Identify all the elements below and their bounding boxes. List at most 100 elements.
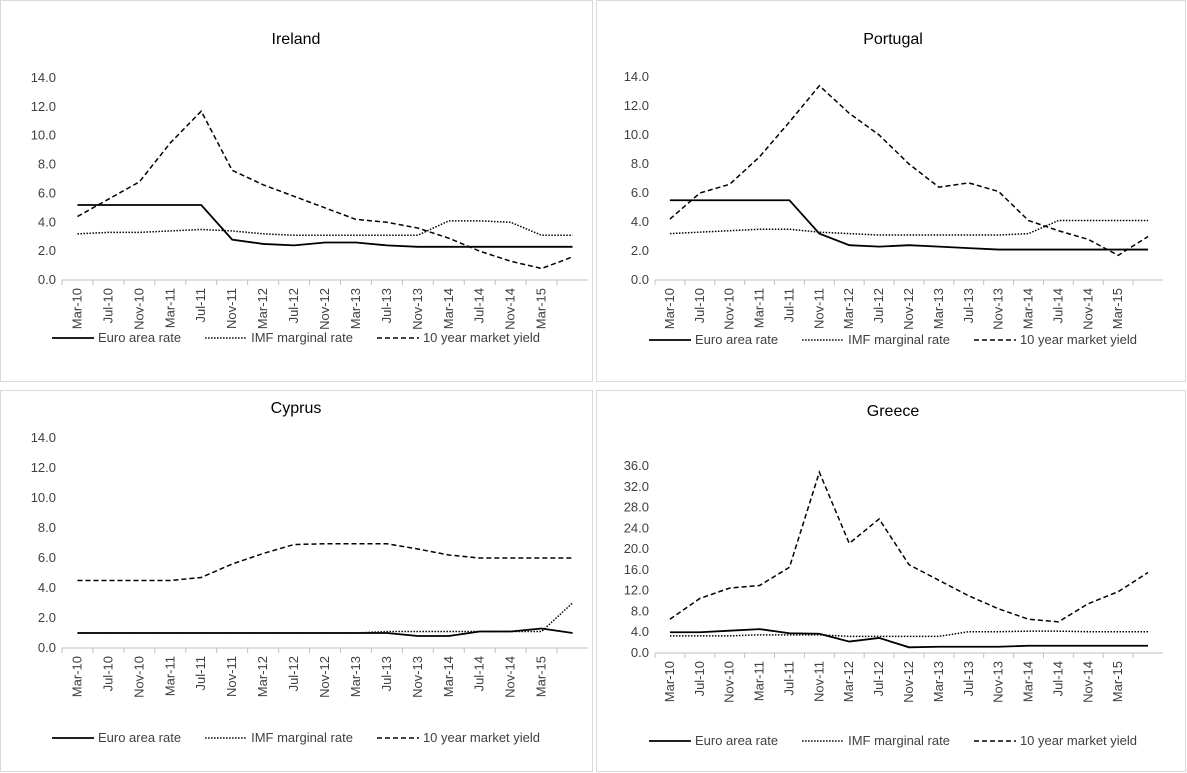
x-tick-label: Jul-11: [193, 656, 208, 690]
y-tick-label: 0.0: [38, 640, 56, 655]
y-tick-label: 2.0: [631, 243, 649, 258]
x-tick-label: Mar-12: [841, 288, 856, 329]
x-tick-label: Mar-15: [1110, 661, 1125, 702]
x-tick-label: Mar-14: [1021, 661, 1036, 702]
x-tick-label: Nov-12: [901, 661, 916, 703]
series-line: [669, 470, 1149, 623]
y-tick-label: 4.0: [38, 214, 56, 229]
y-tick-label: 4.0: [38, 580, 56, 595]
y-tick-label: 4.0: [631, 214, 649, 229]
x-tick-label: Nov-13: [991, 661, 1006, 703]
x-tick-label: Mar-13: [348, 288, 363, 329]
x-tick-label: Mar-11: [752, 661, 767, 701]
x-tick-label: Nov-11: [224, 288, 239, 329]
series-line: [669, 84, 1149, 257]
y-tick-label: 6.0: [38, 185, 56, 200]
y-tick-label: 8.0: [38, 520, 56, 535]
legend-label: Euro area rate: [695, 332, 778, 347]
x-tick-label: Nov-11: [811, 288, 826, 329]
y-tick-label: 6.0: [38, 550, 56, 565]
x-tick-label: Mar-10: [69, 288, 84, 329]
y-tick-label: 8.0: [38, 157, 56, 172]
x-tick-label: Mar-13: [931, 661, 946, 702]
series-line: [77, 109, 573, 270]
legend-label: Euro area rate: [98, 330, 181, 345]
chart-title: Cyprus: [271, 400, 322, 417]
x-tick-label: Jul-10: [100, 288, 115, 323]
y-tick-label: 14.0: [624, 69, 649, 84]
x-tick-label: Jul-10: [692, 661, 707, 696]
x-tick-label: Nov-10: [131, 288, 146, 330]
x-tick-label: Nov-13: [991, 288, 1006, 330]
x-tick-label: Mar-12: [841, 661, 856, 702]
x-tick-label: Nov-14: [1080, 661, 1095, 703]
y-tick-label: 2.0: [38, 243, 56, 258]
x-tick-label: Jul-14: [472, 288, 487, 323]
x-tick-label: Jul-12: [871, 661, 886, 696]
legend-label: 10 year market yield: [1020, 733, 1137, 748]
x-tick-label: Nov-12: [901, 288, 916, 330]
x-tick-label: Nov-12: [317, 288, 332, 330]
y-tick-label: 20.0: [624, 541, 649, 556]
x-tick-label: Mar-12: [255, 288, 270, 329]
x-tick-label: Nov-10: [131, 656, 146, 698]
y-tick-label: 16.0: [624, 562, 649, 577]
y-tick-label: 10.0: [31, 490, 56, 505]
y-tick-label: 24.0: [624, 520, 649, 535]
x-tick-label: Nov-14: [503, 656, 518, 698]
y-tick-label: 14.0: [31, 430, 56, 445]
x-tick-label: Mar-14: [441, 288, 456, 329]
x-tick-label: Jul-12: [286, 656, 301, 691]
y-tick-label: 4.0: [631, 624, 649, 639]
x-tick-label: Jul-11: [781, 288, 796, 322]
x-tick-label: Jul-13: [379, 288, 394, 323]
legend-label: 10 year market yield: [1020, 332, 1137, 347]
x-tick-label: Mar-15: [534, 656, 549, 697]
x-tick-label: Jul-12: [286, 288, 301, 323]
legend-label: Euro area rate: [98, 730, 181, 745]
x-tick-label: Jul-13: [961, 288, 976, 323]
x-tick-label: Mar-11: [162, 656, 177, 696]
panel-border: [596, 390, 1186, 772]
series-line: [669, 630, 1149, 638]
y-tick-label: 12.0: [624, 98, 649, 113]
x-tick-label: Mar-10: [69, 656, 84, 697]
x-tick-label: Mar-12: [255, 656, 270, 697]
series-line: [669, 628, 1149, 649]
chart-title: Portugal: [863, 31, 923, 48]
x-tick-label: Nov-14: [503, 288, 518, 330]
x-tick-label: Mar-11: [752, 288, 767, 328]
x-tick-label: Nov-13: [410, 288, 425, 330]
y-tick-label: 36.0: [624, 458, 649, 473]
x-tick-label: Mar-14: [1021, 288, 1036, 329]
x-tick-label: Mar-15: [1110, 288, 1125, 329]
y-tick-label: 32.0: [624, 479, 649, 494]
x-tick-label: Jul-13: [961, 661, 976, 696]
y-tick-label: 10.0: [624, 127, 649, 142]
x-tick-label: Nov-13: [410, 656, 425, 698]
y-tick-label: 12.0: [31, 460, 56, 475]
y-tick-label: 0.0: [631, 645, 649, 660]
x-tick-label: Nov-11: [811, 661, 826, 702]
x-tick-label: Nov-12: [317, 656, 332, 698]
x-tick-label: Nov-10: [722, 288, 737, 330]
x-tick-label: Jul-11: [193, 288, 208, 322]
chart-title: Greece: [867, 403, 920, 420]
x-tick-label: Jul-14: [1050, 288, 1065, 323]
y-tick-label: 8.0: [631, 156, 649, 171]
x-tick-label: Jul-12: [871, 288, 886, 323]
x-tick-label: Mar-14: [441, 656, 456, 697]
x-tick-label: Jul-14: [472, 656, 487, 691]
x-tick-label: Jul-13: [379, 656, 394, 691]
y-tick-label: 0.0: [631, 272, 649, 287]
x-tick-label: Mar-11: [162, 288, 177, 328]
chart-title: Ireland: [272, 31, 321, 48]
panel-border: [596, 0, 1186, 382]
legend-label: 10 year market yield: [423, 330, 540, 345]
series-line: [77, 220, 573, 237]
legend-label: IMF marginal rate: [251, 730, 353, 745]
series-line: [669, 219, 1149, 236]
x-tick-label: Jul-14: [1050, 661, 1065, 696]
x-tick-label: Mar-15: [534, 288, 549, 329]
x-tick-label: Nov-10: [722, 661, 737, 703]
